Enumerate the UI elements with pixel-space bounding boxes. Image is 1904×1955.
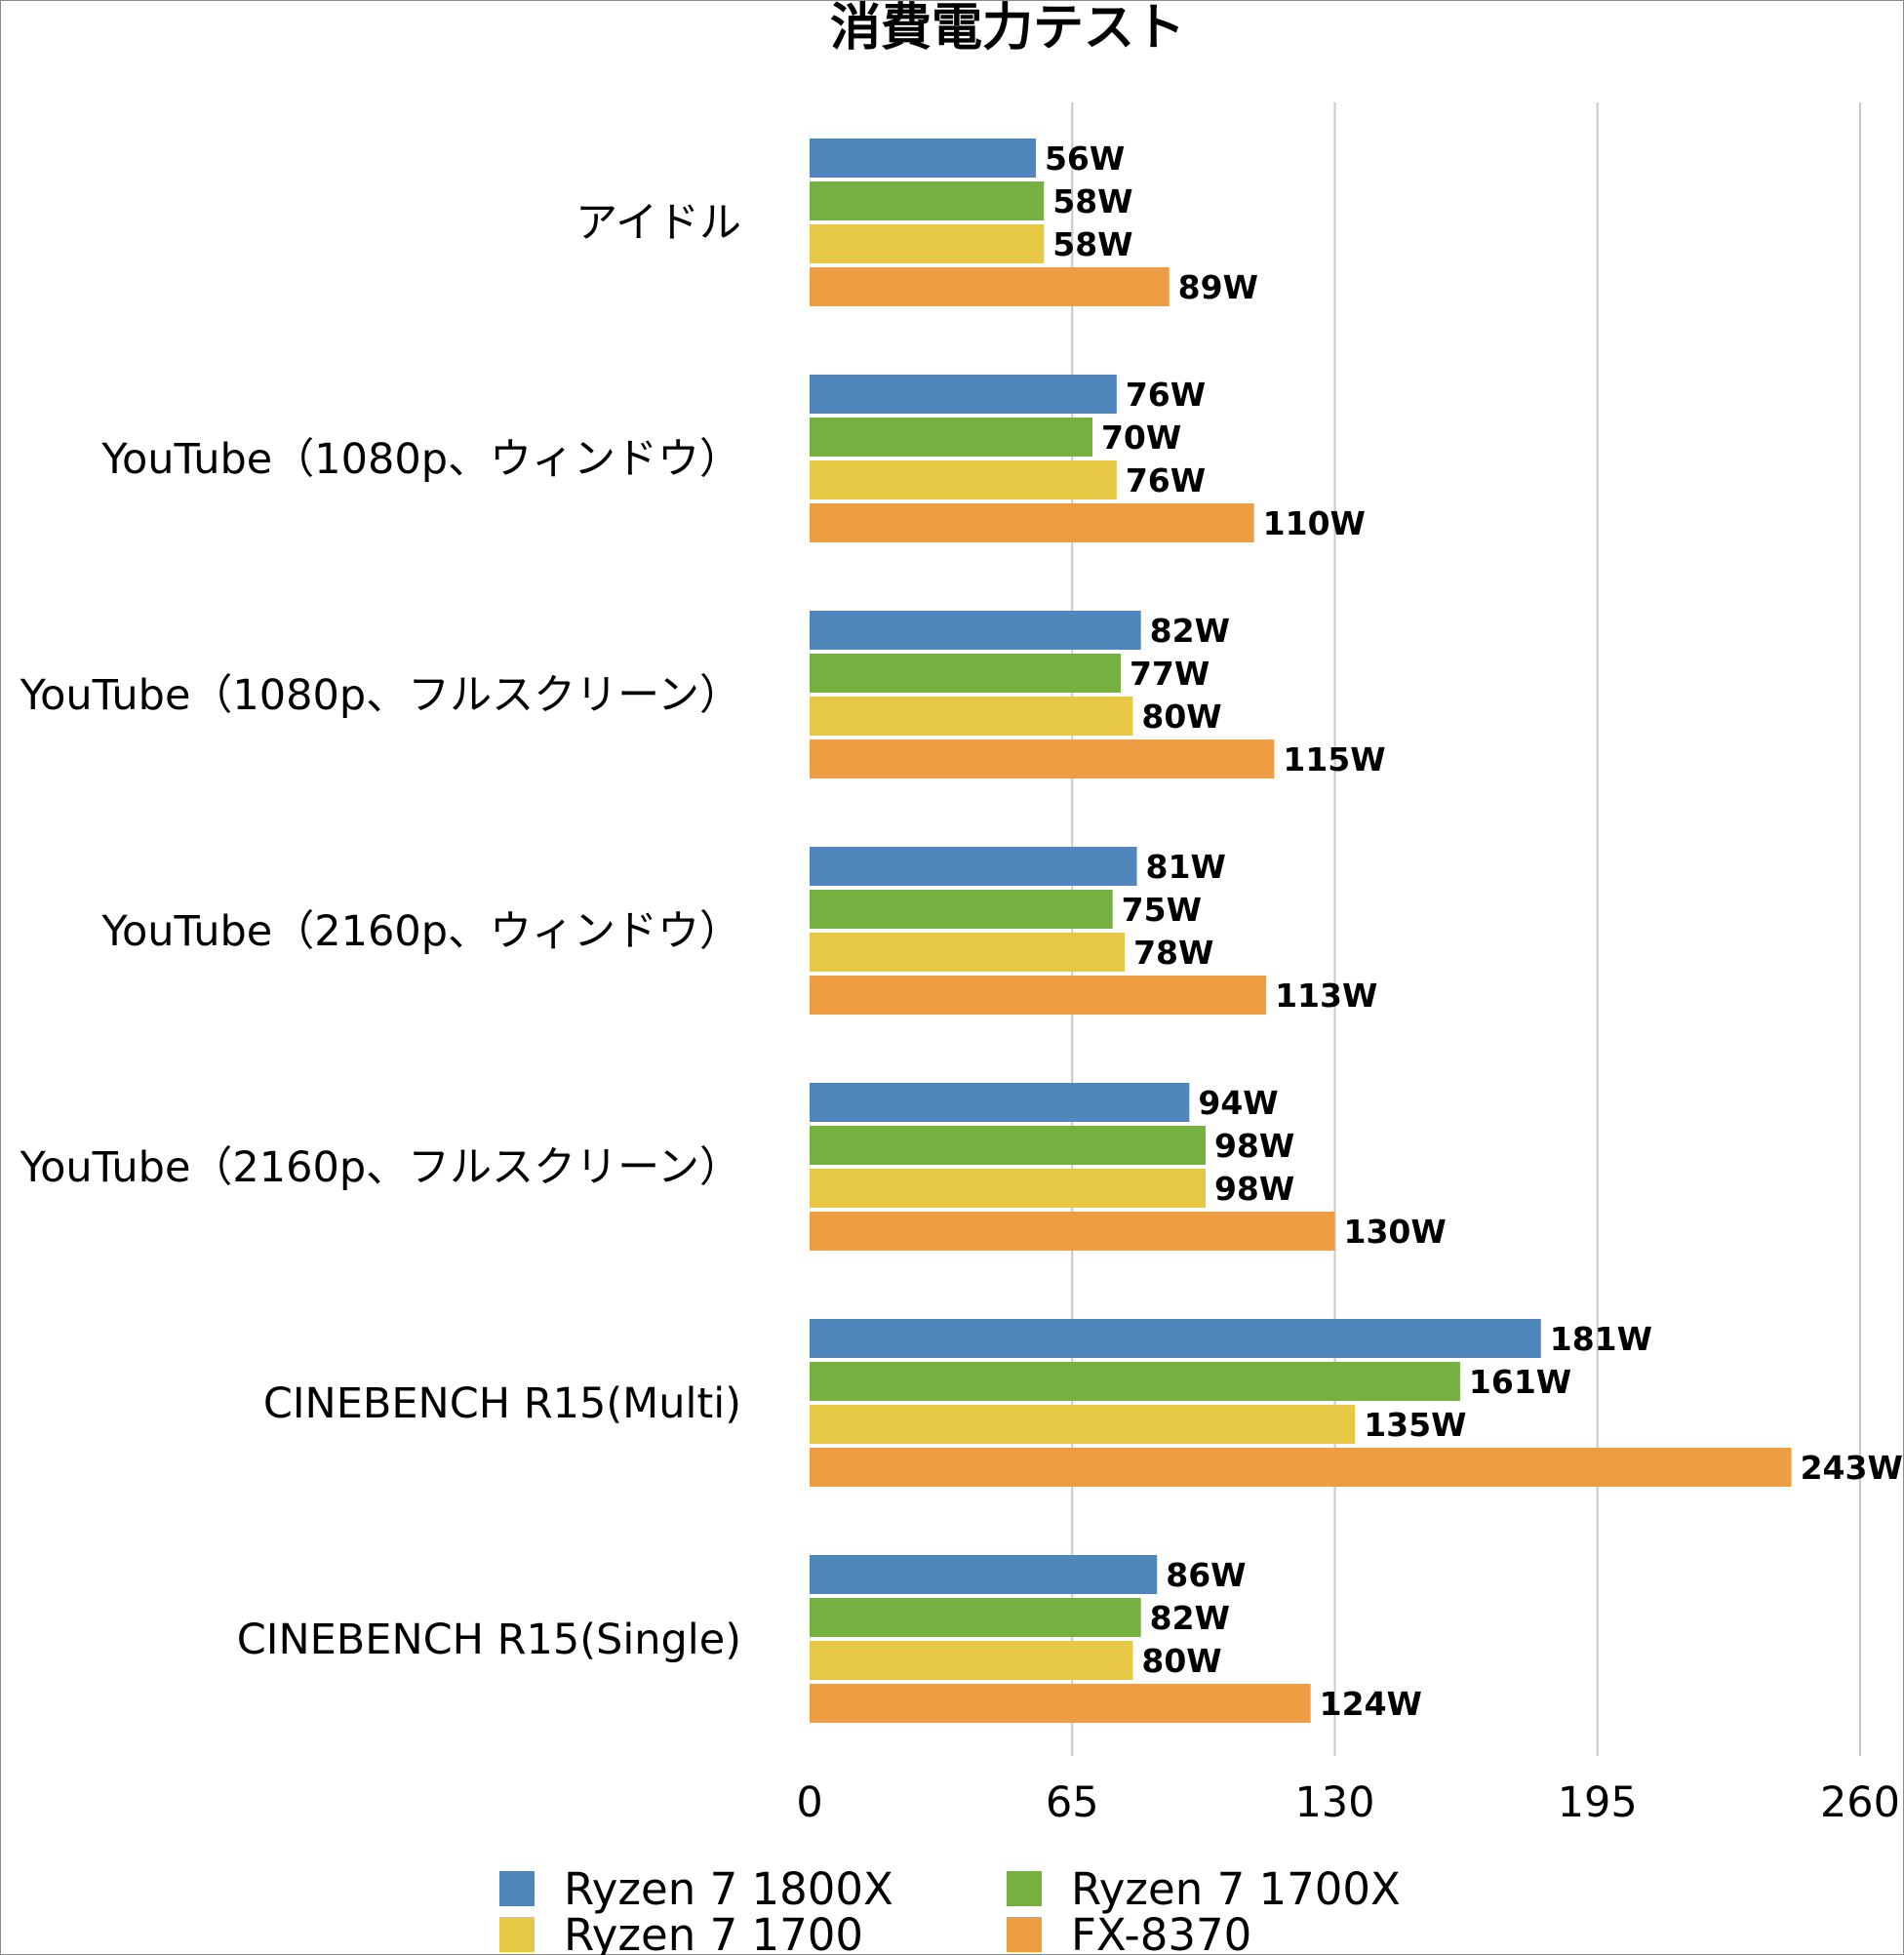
legend: Ryzen 7 1800X Ryzen 7 1700X Ryzen 7 1700 FX…	[499, 1863, 1401, 1955]
data-label: 98W	[1214, 1170, 1294, 1208]
data-label: 58W	[1052, 225, 1132, 263]
category-label: アイドル	[575, 199, 741, 248]
bar	[810, 1641, 1133, 1680]
bar	[810, 139, 1036, 178]
bar	[810, 375, 1117, 414]
bar	[810, 890, 1113, 929]
bar	[810, 1169, 1206, 1208]
data-label: 130W	[1344, 1213, 1447, 1251]
legend-label: Ryzen 7 1700	[564, 1909, 863, 1955]
category-labels: アイドル YouTube（1080p、ウィンドウ） YouTube（1080p、フル…	[20, 199, 741, 1664]
bar	[810, 976, 1267, 1015]
data-label: 78W	[1133, 934, 1213, 972]
legend-swatch	[1007, 1871, 1042, 1906]
legend-label: Ryzen 7 1700X	[1071, 1863, 1401, 1915]
bar	[810, 697, 1133, 736]
category-label: YouTube（1080p、フルスクリーン）	[20, 671, 741, 720]
bar	[810, 1684, 1311, 1723]
data-label: 82W	[1150, 1599, 1230, 1637]
legend-swatch	[499, 1917, 535, 1952]
data-label: 76W	[1126, 376, 1206, 414]
bar	[810, 503, 1254, 542]
bar	[810, 224, 1045, 263]
legend-label: FX-8370	[1071, 1909, 1251, 1955]
data-label: 80W	[1141, 1642, 1221, 1680]
bar	[810, 933, 1126, 972]
data-label: 82W	[1150, 612, 1230, 650]
data-label: 115W	[1283, 740, 1385, 778]
data-label: 181W	[1550, 1320, 1652, 1358]
chart-title: 消費電力テスト	[830, 0, 1185, 58]
data-label: 81W	[1146, 848, 1226, 886]
category-label: YouTube（1080p、ウィンドウ）	[100, 435, 741, 484]
data-label: 56W	[1045, 140, 1125, 178]
data-label: 86W	[1166, 1556, 1246, 1594]
bar	[810, 1405, 1356, 1444]
data-label: 243W	[1801, 1449, 1903, 1487]
bar	[810, 1448, 1792, 1487]
bar	[810, 1083, 1190, 1122]
bar	[810, 1598, 1141, 1637]
bar	[810, 1362, 1460, 1401]
bar	[810, 418, 1092, 457]
x-axis-ticks: 0 65 130 195 260	[796, 1778, 1900, 1827]
data-label: 124W	[1320, 1685, 1422, 1723]
data-label: 77W	[1130, 655, 1210, 693]
category-label: CINEBENCH R15(Multi)	[263, 1379, 741, 1428]
x-tick-label: 0	[796, 1778, 822, 1827]
legend-swatch	[499, 1871, 535, 1906]
data-label: 98W	[1214, 1127, 1294, 1165]
gridlines	[1071, 102, 1861, 1756]
bars: 56W 58W 58W 89W 76W 70W 76W 110W 82W 77W 80W 115W 81…	[810, 139, 1903, 1723]
bar	[810, 460, 1117, 499]
x-tick-label: 260	[1820, 1778, 1900, 1827]
bar	[810, 739, 1275, 778]
bar	[810, 1555, 1158, 1594]
bar	[810, 181, 1045, 220]
bar	[810, 1212, 1335, 1251]
data-label: 80W	[1141, 698, 1221, 736]
x-tick-label: 195	[1558, 1778, 1638, 1827]
data-label: 94W	[1198, 1084, 1278, 1122]
data-label: 135W	[1364, 1406, 1466, 1444]
legend-label: Ryzen 7 1800X	[564, 1863, 893, 1915]
x-tick-label: 130	[1294, 1778, 1374, 1827]
category-label: YouTube（2160p、フルスクリーン）	[20, 1143, 741, 1192]
data-label: 89W	[1178, 268, 1258, 306]
data-label: 113W	[1275, 977, 1377, 1015]
bar	[810, 267, 1170, 306]
data-label: 75W	[1122, 891, 1202, 929]
bar	[810, 1319, 1541, 1358]
data-label: 110W	[1263, 504, 1366, 542]
category-label: YouTube（2160p、ウィンドウ）	[100, 907, 741, 956]
bar	[810, 847, 1137, 886]
category-label: CINEBENCH R15(Single)	[237, 1616, 741, 1664]
data-label: 161W	[1469, 1363, 1571, 1401]
data-label: 70W	[1101, 419, 1181, 457]
bar	[810, 1126, 1206, 1165]
bar	[810, 611, 1141, 650]
x-tick-label: 65	[1046, 1778, 1099, 1827]
legend-swatch	[1007, 1917, 1042, 1952]
bar	[810, 654, 1121, 693]
data-label: 58W	[1052, 182, 1132, 220]
data-label: 76W	[1126, 461, 1206, 499]
